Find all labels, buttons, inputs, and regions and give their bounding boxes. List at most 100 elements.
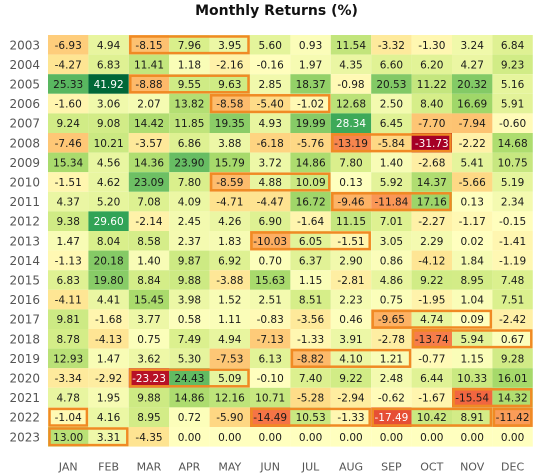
cell-value-2003-jul: 0.93	[299, 40, 322, 52]
cell-value-2005-sep: 20.53	[376, 79, 406, 91]
heatmap-cell-2005-dec	[492, 74, 533, 94]
cell-value-2013-oct: 2.29	[420, 236, 443, 248]
heatmap-cell-2022-feb	[88, 407, 129, 427]
heatmap-cell-2003-mar	[128, 35, 170, 55]
heatmap-cell-2004-jun	[250, 54, 291, 75]
heatmap-cell-2023-aug	[330, 427, 372, 447]
heatmap-cell-2005-may	[209, 74, 250, 94]
heatmap-cell-2018-aug	[330, 329, 372, 349]
heatmap-cell-2023-mar	[128, 427, 170, 447]
cell-value-2006-jan: -1.60	[55, 99, 82, 111]
heatmap-cell-2007-apr	[169, 113, 210, 133]
heatmap-cell-2021-may	[209, 387, 250, 408]
cell-value-2017-sep: -9.65	[378, 314, 405, 326]
heatmap-cell-2022-apr	[169, 407, 210, 427]
cell-value-2008-dec: 14.68	[498, 138, 528, 150]
cell-value-2006-may: -8.58	[216, 99, 243, 111]
cell-value-2022-oct: 10.42	[417, 412, 447, 424]
cell-value-2006-feb: 3.06	[97, 99, 121, 111]
heatmap-cell-2011-jun	[250, 191, 291, 212]
highlight-box-2022-dec	[492, 407, 533, 427]
cell-value-2016-sep: 0.75	[380, 295, 403, 307]
cell-value-2016-jan: -4.11	[55, 295, 82, 307]
heatmap-cell-2011-oct	[411, 191, 452, 212]
cell-value-2014-aug: 2.90	[339, 255, 362, 267]
column-label-apr: APR	[178, 461, 200, 473]
heatmap-cell-2009-dec	[492, 152, 533, 173]
cell-value-2018-oct: -13.74	[415, 334, 449, 346]
cell-value-2007-feb: 9.08	[97, 118, 120, 130]
cell-value-2013-aug: -1.51	[337, 236, 364, 248]
cell-value-2007-nov: -7.94	[459, 118, 486, 130]
cell-value-2020-jun: -0.10	[257, 373, 284, 385]
cell-value-2015-jun: 15.63	[255, 275, 285, 287]
heatmap-cell-2019-jun	[250, 348, 291, 369]
cell-value-2004-mar: 11.41	[134, 59, 164, 71]
heatmap-cell-2011-mar	[128, 191, 170, 212]
heatmap-cell-2021-mar	[128, 387, 170, 408]
heatmap-cell-2022-jan	[48, 407, 89, 427]
cell-value-2004-oct: 6.20	[420, 59, 443, 71]
cell-value-2012-aug: 11.15	[336, 216, 366, 228]
cell-value-2021-mar: 9.88	[137, 393, 160, 405]
cell-value-2023-jan: 13.00	[53, 432, 83, 444]
column-label-nov: NOV	[460, 461, 485, 473]
cell-value-2023-oct: 0.00	[420, 432, 443, 444]
heatmap-cell-2021-jan	[48, 387, 89, 408]
cell-value-2003-nov: 3.24	[461, 40, 485, 52]
heatmap-cell-2018-sep	[371, 329, 412, 349]
cell-value-2017-feb: -1.68	[95, 314, 122, 326]
cell-value-2020-feb: -2.92	[95, 373, 122, 385]
cell-value-2021-apr: 14.86	[174, 393, 204, 405]
cell-value-2009-jun: 3.72	[259, 157, 282, 169]
heatmap-cell-2003-jun	[250, 35, 291, 55]
heatmap-cell-2008-feb	[88, 133, 129, 153]
cell-value-2010-sep: 5.92	[380, 177, 403, 189]
heatmap-cell-2019-apr	[169, 348, 210, 369]
cell-value-2015-may: -3.88	[216, 275, 243, 287]
row-label-2010: 2010	[9, 176, 40, 190]
cell-value-2023-apr: 0.00	[178, 432, 201, 444]
heatmap-cell-2019-jan	[48, 348, 89, 369]
heatmap-cell-2022-jun	[250, 407, 291, 427]
cell-value-2006-jun: -5.40	[257, 99, 284, 111]
cell-value-2007-jul: 19.99	[296, 118, 326, 130]
cell-value-2018-jun: -7.13	[257, 334, 284, 346]
cell-value-2022-nov: 8.91	[461, 412, 484, 424]
cell-value-2014-jun: 0.70	[259, 255, 282, 267]
cell-value-2015-oct: 9.22	[420, 275, 443, 287]
cell-value-2015-mar: 8.84	[137, 275, 161, 287]
cell-value-2013-dec: -1.41	[499, 236, 526, 248]
cell-value-2017-jun: -0.83	[257, 314, 284, 326]
cell-value-2013-jan: 1.47	[57, 236, 80, 248]
cell-value-2012-jun: 6.90	[259, 216, 282, 228]
cell-value-2008-may: 3.88	[218, 138, 241, 150]
heatmap-cell-2018-oct	[411, 329, 452, 349]
heatmap-cell-2018-may	[209, 329, 250, 349]
heatmap-cell-2011-dec	[492, 191, 533, 212]
cell-value-2018-jan: 8.78	[57, 334, 80, 346]
heatmap-cell-2018-mar	[128, 329, 170, 349]
cell-value-2014-feb: 20.18	[94, 255, 124, 267]
heatmap-cell-2022-oct	[411, 407, 452, 427]
heatmap-cell-2023-jun	[250, 427, 291, 447]
heatmap-cell-2012-mar	[128, 211, 170, 231]
heatmap-cell-2011-jan	[48, 191, 89, 212]
cell-value-2019-sep: 1.21	[380, 353, 403, 365]
highlight-box-2022-sep	[371, 407, 493, 427]
heatmap-cell-2005-mar	[128, 74, 170, 94]
heatmap-cell-2014-mar	[128, 250, 170, 271]
cell-value-2020-nov: 10.33	[457, 373, 487, 385]
cell-value-2019-apr: 5.30	[178, 353, 201, 365]
heatmap-cell-2019-oct	[411, 348, 452, 369]
cell-value-2023-dec: 0.00	[501, 432, 524, 444]
heatmap-cell-2013-aug	[330, 231, 372, 251]
heatmap-cell-2007-may	[209, 113, 250, 133]
heatmap-cell-2006-feb	[88, 93, 129, 114]
heatmap-cell-2011-sep	[371, 191, 412, 212]
cell-value-2004-jun: -0.16	[257, 59, 284, 71]
cell-value-2003-jan: -6.93	[55, 40, 82, 52]
cell-value-2005-jul: 18.37	[296, 79, 326, 91]
cell-value-2022-dec: -11.42	[496, 412, 530, 424]
heatmap-cell-2019-may	[209, 348, 250, 369]
